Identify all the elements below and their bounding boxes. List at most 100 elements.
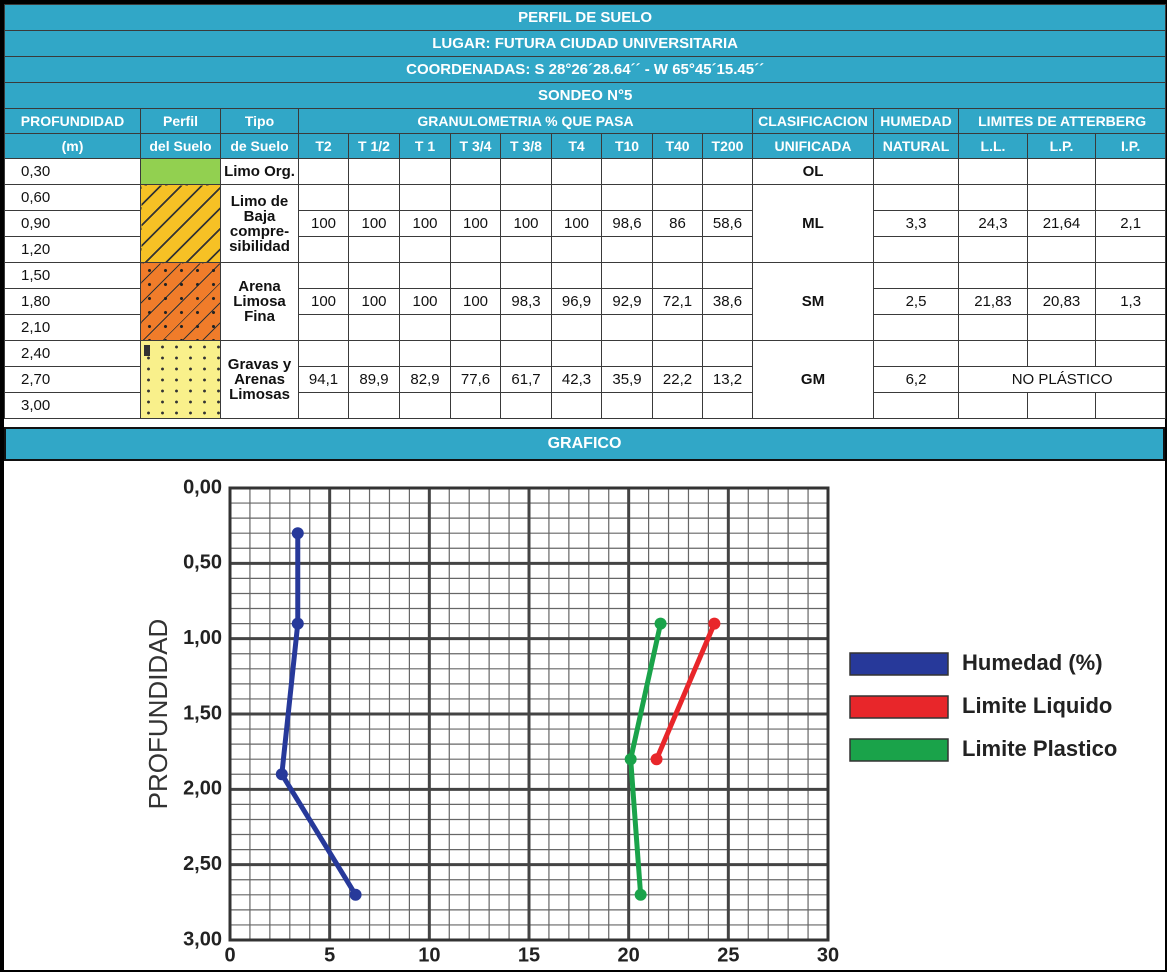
sieve-cell (349, 393, 400, 419)
depth-cell: 2,70 (5, 367, 141, 393)
limit-cell: 2,1 (1096, 211, 1166, 237)
table-row: COORDENADAS: S 28°26´28.64´´ - W 65°45´1… (5, 57, 1166, 83)
sieve-cell (299, 315, 349, 341)
legend-swatch (850, 653, 948, 675)
limit-cell (1028, 393, 1096, 419)
x-tick-label: 5 (324, 944, 335, 966)
sieve-cell: 82,9 (400, 367, 451, 393)
header-title: LUGAR: FUTURA CIUDAD UNIVERSITARIA (5, 31, 1166, 57)
sieve-cell: 72,1 (653, 289, 703, 315)
depth-cell: 3,00 (5, 393, 141, 419)
sieve-cell (552, 263, 602, 289)
legend-swatch (850, 696, 948, 718)
classification-cell: ML (753, 185, 874, 263)
depth-cell: 2,40 (5, 341, 141, 367)
moisture-cell (874, 159, 959, 185)
sieve-cell: 100 (299, 211, 349, 237)
sieve-cell: 100 (400, 289, 451, 315)
column-header: I.P. (1096, 134, 1166, 159)
table-row: SONDEO N°5 (5, 83, 1166, 109)
soil-type-line: Limo de (221, 194, 298, 209)
soil-type-line: Fina (221, 309, 298, 324)
moisture-cell: 3,3 (874, 211, 959, 237)
limit-cell (959, 185, 1028, 211)
column-header: UNIFICADA (753, 134, 874, 159)
limit-cell (959, 341, 1028, 367)
column-header: NATURAL (874, 134, 959, 159)
sieve-cell (653, 159, 703, 185)
limit-cell: 1,3 (1096, 289, 1166, 315)
series-point (625, 753, 637, 765)
sieve-cell: 92,9 (602, 289, 653, 315)
y-tick-label: 0,50 (183, 552, 222, 574)
limit-cell: 21,83 (959, 289, 1028, 315)
x-tick-label: 0 (224, 944, 235, 966)
sieve-cell (400, 185, 451, 211)
moisture-cell (874, 185, 959, 211)
column-header: L.P. (1028, 134, 1096, 159)
soil-type-line: Baja (221, 209, 298, 224)
sieve-cell (400, 159, 451, 185)
soil-type-line: sibilidad (221, 239, 298, 254)
y-axis-title: PROFUNDIDAD (143, 619, 173, 810)
column-header: del Suelo (141, 134, 221, 159)
sieve-cell (501, 263, 552, 289)
sieve-cell: 98,3 (501, 289, 552, 315)
y-tick-label: 2,00 (183, 778, 222, 800)
soil-profile-cell (141, 341, 221, 419)
moisture-cell: 6,2 (874, 367, 959, 393)
sieve-cell (451, 315, 501, 341)
y-tick-label: 1,50 (183, 702, 222, 724)
sieve-cell (349, 185, 400, 211)
column-header: LIMITES DE ATTERBERG (959, 109, 1166, 134)
sieve-cell: 61,7 (501, 367, 552, 393)
sieve-cell (552, 159, 602, 185)
sieve-cell (653, 341, 703, 367)
series-point (655, 618, 667, 630)
limit-cell (959, 263, 1028, 289)
sieve-cell (451, 341, 501, 367)
column-header: Perfil (141, 109, 221, 134)
sieve-cell: 100 (349, 289, 400, 315)
table-row: LUGAR: FUTURA CIUDAD UNIVERSITARIA (5, 31, 1166, 57)
sieve-cell: 22,2 (653, 367, 703, 393)
series-point (635, 889, 647, 901)
sieve-cell (451, 159, 501, 185)
soil-type-line: Limo Org. (221, 164, 298, 179)
soil-type-line: Limosas (221, 387, 298, 402)
header-title: PERFIL DE SUELO (5, 5, 1166, 31)
series-point (651, 753, 663, 765)
sieve-cell: 77,6 (451, 367, 501, 393)
sieve-cell (501, 393, 552, 419)
y-tick-label: 3,00 (183, 928, 222, 950)
soil-type-line: Gravas y (221, 357, 298, 372)
column-header: Tipo (221, 109, 299, 134)
sieve-cell (602, 315, 653, 341)
sieve-cell (703, 159, 753, 185)
soil-type-line: compre- (221, 224, 298, 239)
sieve-cell (501, 185, 552, 211)
limit-cell: 20,83 (1028, 289, 1096, 315)
limit-cell (1096, 159, 1166, 185)
sieve-cell (552, 185, 602, 211)
legend-label: Limite Liquido (962, 693, 1112, 718)
moisture-cell (874, 393, 959, 419)
limits-note-cell: NO PLÁSTICO (959, 367, 1166, 393)
sieve-cell (451, 185, 501, 211)
x-tick-label: 25 (717, 944, 739, 966)
column-header: T200 (703, 134, 753, 159)
sieve-cell: 100 (552, 211, 602, 237)
legend-label: Limite Plastico (962, 736, 1117, 761)
limit-cell (1028, 341, 1096, 367)
legend-label: Humedad (%) (962, 650, 1103, 675)
depth-cell: 0,30 (5, 159, 141, 185)
limit-cell: 24,3 (959, 211, 1028, 237)
limit-cell (1096, 185, 1166, 211)
table-row: PERFIL DE SUELO (5, 5, 1166, 31)
sieve-cell (552, 341, 602, 367)
classification-cell: OL (753, 159, 874, 185)
sieve-cell (703, 263, 753, 289)
column-header: T2 (299, 134, 349, 159)
sieve-cell (653, 315, 703, 341)
